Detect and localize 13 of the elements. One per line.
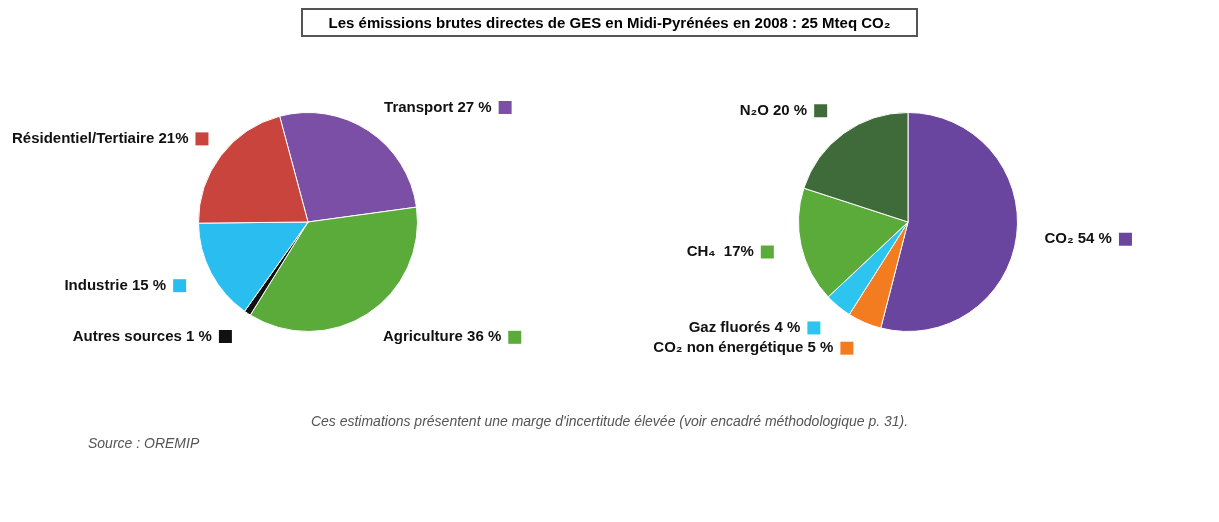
legend-label: Transport 27 % xyxy=(384,97,492,115)
source-note: Source : OREMIP xyxy=(87,435,201,451)
legend-label: Gaz fluorés 4 % xyxy=(688,318,801,336)
legend-label: N₂O 20 % xyxy=(739,100,808,118)
text: Ces estimations présentent une marge d'incertitude élevée (voir encadré méthodologique p. 31). xyxy=(309,413,910,429)
legend-label: Autres sources 1 % xyxy=(72,326,212,344)
legend-label: CO₂ 54 % xyxy=(1044,229,1112,247)
legend-label: CO₂ non énergétique 5 % xyxy=(653,338,834,356)
legend-label: CH₄ 17% xyxy=(686,242,754,260)
text: Les émissions brutes directes de GES en Midi-Pyrénées en 2008 : 25 Mteq CO₂ xyxy=(300,8,919,37)
legend-label: Agriculture 36 % xyxy=(382,327,502,345)
legend-label: Industrie 15 % xyxy=(64,275,167,293)
legend-label: Résidentiel/Tertiaire 21% xyxy=(12,129,189,147)
